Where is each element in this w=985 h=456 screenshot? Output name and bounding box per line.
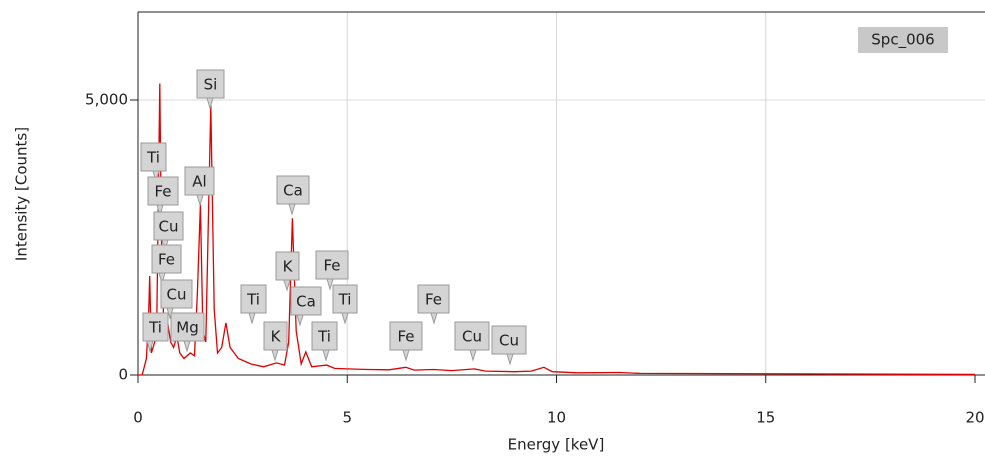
label-text: Mg xyxy=(176,319,198,337)
y-axis-label: Intensity [Counts] xyxy=(13,127,31,261)
element-label: Fe xyxy=(417,284,450,325)
label-text: Ti xyxy=(146,149,160,167)
element-label: Si xyxy=(196,69,225,110)
legend-label: Spc_006 xyxy=(871,31,934,50)
x-tick-label: 15 xyxy=(756,409,775,427)
y-tick-label: 5,000 xyxy=(85,91,128,109)
label-pointer xyxy=(322,349,330,362)
label-pointer xyxy=(430,312,438,325)
label-pointer xyxy=(146,340,154,353)
element-label: Ti xyxy=(142,312,169,353)
label-text: Fe xyxy=(154,183,171,201)
label-box xyxy=(417,284,450,314)
label-text: Fe xyxy=(397,328,414,346)
label-text: Ti xyxy=(317,328,331,346)
label-pointer xyxy=(341,312,349,325)
label-box xyxy=(454,321,490,351)
x-tick-label: 20 xyxy=(965,409,984,427)
x-tick-label: 10 xyxy=(547,409,566,427)
element-label: Mg xyxy=(170,312,205,353)
label-box xyxy=(332,284,358,314)
element-label: Fe xyxy=(151,244,182,285)
x-tick-label: 0 xyxy=(133,409,143,427)
label-box xyxy=(140,142,167,172)
label-text: K xyxy=(283,258,294,276)
element-label: Ti xyxy=(140,142,167,183)
label-box xyxy=(147,176,179,206)
label-pointer xyxy=(326,278,334,291)
label-text: Fe xyxy=(158,251,175,269)
label-text: Fe xyxy=(425,291,442,309)
element-label: Ti xyxy=(332,284,358,325)
element-label: Ti xyxy=(311,321,338,362)
label-text: Ca xyxy=(296,293,316,311)
label-box xyxy=(196,69,225,99)
label-box xyxy=(311,321,338,351)
element-label: Cu xyxy=(160,279,193,320)
label-text: Cu xyxy=(462,328,482,346)
label-text: Ti xyxy=(338,291,352,309)
label-pointer xyxy=(196,194,204,207)
label-box xyxy=(263,321,288,351)
label-text: Cu xyxy=(167,286,187,304)
label-pointer xyxy=(469,349,477,362)
element-label: Ca xyxy=(290,286,322,327)
label-pointer xyxy=(206,97,214,110)
x-axis-label: Energy [keV] xyxy=(508,436,605,454)
element-label: Cu xyxy=(454,321,490,362)
element-label: Al xyxy=(184,166,215,207)
element-label: Ca xyxy=(276,175,310,216)
label-pointer xyxy=(183,340,191,353)
label-text: Ti xyxy=(246,291,260,309)
x-tick-label: 5 xyxy=(342,409,352,427)
label-box xyxy=(153,211,184,241)
label-box xyxy=(170,312,205,342)
label-box xyxy=(160,279,193,309)
label-text: Cu xyxy=(499,332,519,350)
label-text: Al xyxy=(192,173,206,191)
label-box xyxy=(275,251,300,281)
element-label: K xyxy=(275,251,300,292)
label-box xyxy=(142,312,169,342)
label-box xyxy=(151,244,182,274)
label-text: K xyxy=(271,328,282,346)
label-pointer xyxy=(402,349,410,362)
label-pointer xyxy=(283,279,291,292)
label-box xyxy=(276,175,310,205)
label-pointer xyxy=(166,307,174,320)
element-label: Fe xyxy=(389,321,423,362)
element-label: Cu xyxy=(491,325,527,366)
label-text: Cu xyxy=(159,218,179,236)
legend-box xyxy=(858,27,948,53)
label-pointer xyxy=(248,312,256,325)
element-label: Fe xyxy=(147,176,179,217)
label-box xyxy=(184,166,215,196)
label-box xyxy=(315,250,349,280)
y-tick-label: 0 xyxy=(118,366,128,384)
label-text: Fe xyxy=(323,257,340,275)
label-box xyxy=(240,284,267,314)
label-box xyxy=(491,325,527,355)
label-box xyxy=(389,321,423,351)
label-text: Si xyxy=(204,76,218,94)
label-box xyxy=(290,286,322,316)
label-text: Ti xyxy=(148,319,162,337)
element-label: K xyxy=(263,321,288,362)
label-pointer xyxy=(296,314,304,327)
element-label: Ti xyxy=(240,284,267,325)
element-label: Fe xyxy=(315,250,349,291)
label-text: Ca xyxy=(283,182,303,200)
label-pointer xyxy=(271,349,279,362)
label-pointer xyxy=(506,353,514,366)
label-pointer xyxy=(288,203,296,216)
